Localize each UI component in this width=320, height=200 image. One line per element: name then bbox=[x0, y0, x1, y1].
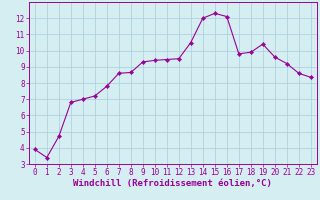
X-axis label: Windchill (Refroidissement éolien,°C): Windchill (Refroidissement éolien,°C) bbox=[73, 179, 272, 188]
